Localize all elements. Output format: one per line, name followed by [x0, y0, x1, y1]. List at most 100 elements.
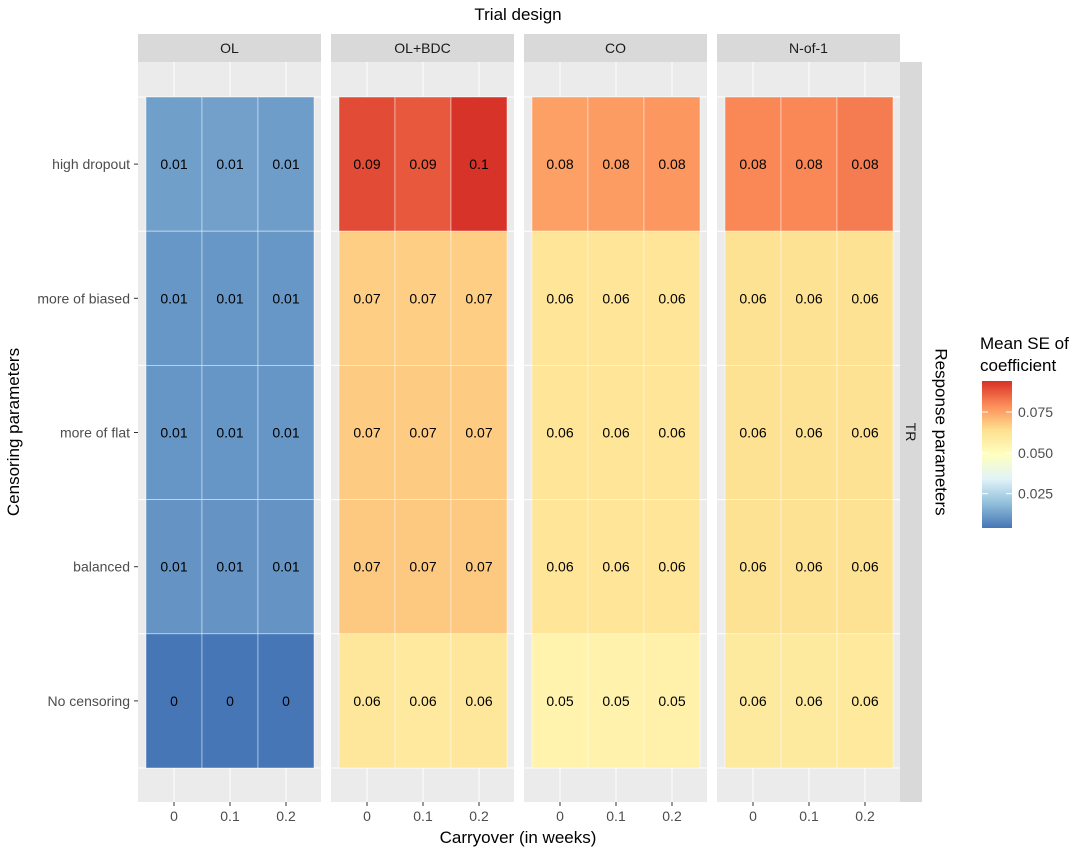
cell-value-label: 0.06 [465, 693, 492, 709]
x-tick-label: 0.2 [276, 808, 296, 824]
cell-value-label: 0.01 [216, 425, 243, 441]
heatmap-cell [338, 230, 396, 366]
cell-value-label: 0.08 [795, 156, 822, 172]
heatmap-cell [338, 633, 396, 769]
cell-value-label: 0.06 [602, 425, 629, 441]
heatmap-cell [145, 230, 203, 366]
heatmap-cell [450, 499, 508, 635]
heatmap-cell [836, 499, 894, 635]
cell-value-label: 0.07 [353, 559, 380, 575]
heatmap-cell [201, 499, 259, 635]
x-tick-label: 0 [556, 808, 564, 824]
x-tick-label: 0.1 [413, 808, 433, 824]
cell-value-label: 0.01 [216, 290, 243, 306]
heatmap-cell [394, 96, 452, 232]
panels: OL 0.01 0.01 0.01 0.01 0.01 0.01 0.01 0.01 0.01 0.… [138, 34, 900, 824]
cell-value-label: 0.01 [160, 559, 187, 575]
heatmap-cell [145, 499, 203, 635]
cell-value-label: 0.06 [602, 559, 629, 575]
y-tick-label: more of flat [60, 425, 130, 441]
column-strip-label: N-of-1 [789, 40, 828, 56]
cell-value-label: 0.08 [546, 156, 573, 172]
heatmap-cell [257, 364, 315, 500]
cell-value-label: 0.01 [216, 559, 243, 575]
x-tick-label: 0.2 [855, 808, 875, 824]
heatmap-cell [531, 633, 589, 769]
cell-value-label: 0.01 [160, 425, 187, 441]
cell-value-label: 0.05 [546, 693, 573, 709]
cell-value-label: 0 [282, 693, 290, 709]
column-strip [524, 34, 707, 62]
heatmap-cell [836, 96, 894, 232]
cell-value-label: 0.06 [602, 290, 629, 306]
cell-value-label: 0.06 [546, 559, 573, 575]
legend-colorbar [982, 381, 1012, 528]
cell-value-label: 0.06 [795, 559, 822, 575]
y-tick-label: balanced [73, 559, 130, 575]
heatmap-cell [257, 633, 315, 769]
heatmap-cell [836, 364, 894, 500]
cell-value-label: 0.07 [409, 290, 436, 306]
y-tick-label: high dropout [52, 156, 130, 172]
heatmap-cell [450, 96, 508, 232]
heatmap-cell [201, 364, 259, 500]
column-strip-label: CO [605, 40, 626, 56]
legend-title-line-2: coefficient [980, 356, 1057, 375]
cell-value-label: 0.06 [851, 290, 878, 306]
column-strip-label: OL+BDC [394, 40, 450, 56]
cell-value-label: 0.07 [465, 559, 492, 575]
heatmap-cell [338, 96, 396, 232]
heatmap-cell [338, 499, 396, 635]
chart-title: Trial design [474, 5, 561, 24]
legend-tick-label: 0.075 [1018, 404, 1053, 420]
cell-value-label: 0.06 [739, 290, 766, 306]
panel-co: CO 0.08 0.08 0.08 0.06 0.06 0.06 0.06 0.06 0.06 0.… [524, 34, 707, 824]
heatmap-cell [836, 230, 894, 366]
cell-value-label: 0.06 [851, 559, 878, 575]
cell-value-label: 0.01 [216, 156, 243, 172]
x-axis-title: Carryover (in weeks) [440, 828, 597, 847]
cell-value-label: 0.01 [272, 559, 299, 575]
legend: Mean SE of coefficient 0.025 0.050 0.075 [980, 334, 1069, 528]
heatmap-cell [394, 633, 452, 769]
cell-value-label: 0.07 [465, 425, 492, 441]
cell-value-label: 0.06 [546, 425, 573, 441]
legend-tick-label: 0.025 [1018, 486, 1053, 502]
heatmap-cell [836, 633, 894, 769]
y-tick-label: more of biased [37, 290, 130, 306]
cell-value-label: 0.07 [409, 425, 436, 441]
cell-value-label: 0.06 [795, 425, 822, 441]
heatmap-cell [201, 230, 259, 366]
heatmap-cell [201, 633, 259, 769]
heatmap-cell [724, 633, 782, 769]
heatmap-cell [394, 364, 452, 500]
column-strip-label: OL [220, 40, 239, 56]
cell-value-label: 0.01 [160, 290, 187, 306]
cell-value-label: 0.07 [465, 290, 492, 306]
x-tick-label: 0.2 [662, 808, 682, 824]
cell-value-label: 0.01 [272, 156, 299, 172]
y-tick-label: No censoring [48, 693, 131, 709]
cell-value-label: 0.06 [851, 693, 878, 709]
cell-value-label: 0.09 [409, 156, 436, 172]
legend-title-line-1: Mean SE of [980, 334, 1069, 353]
cell-value-label: 0.07 [353, 290, 380, 306]
cell-value-label: 0 [226, 693, 234, 709]
x-tick-label: 0 [170, 808, 178, 824]
x-tick-label: 0 [363, 808, 371, 824]
cell-value-label: 0.06 [658, 559, 685, 575]
heatmap-cell [338, 364, 396, 500]
heatmap-cell [257, 230, 315, 366]
panel-n-of-1: N-of-1 0.08 0.08 0.08 0.06 0.06 0.06 0.06 0.06 0.… [717, 34, 900, 824]
cell-value-label: 0.08 [851, 156, 878, 172]
cell-value-label: 0.06 [795, 290, 822, 306]
column-strip [138, 34, 321, 62]
x-tick-label: 0.1 [606, 808, 626, 824]
heatmap-cell [724, 364, 782, 500]
heatmap-cell [450, 633, 508, 769]
x-tick-label: 0.1 [220, 808, 240, 824]
cell-value-label: 0.07 [353, 425, 380, 441]
heatmap-cell [201, 96, 259, 232]
cell-value-label: 0.08 [739, 156, 766, 172]
heatmap-cell [450, 364, 508, 500]
